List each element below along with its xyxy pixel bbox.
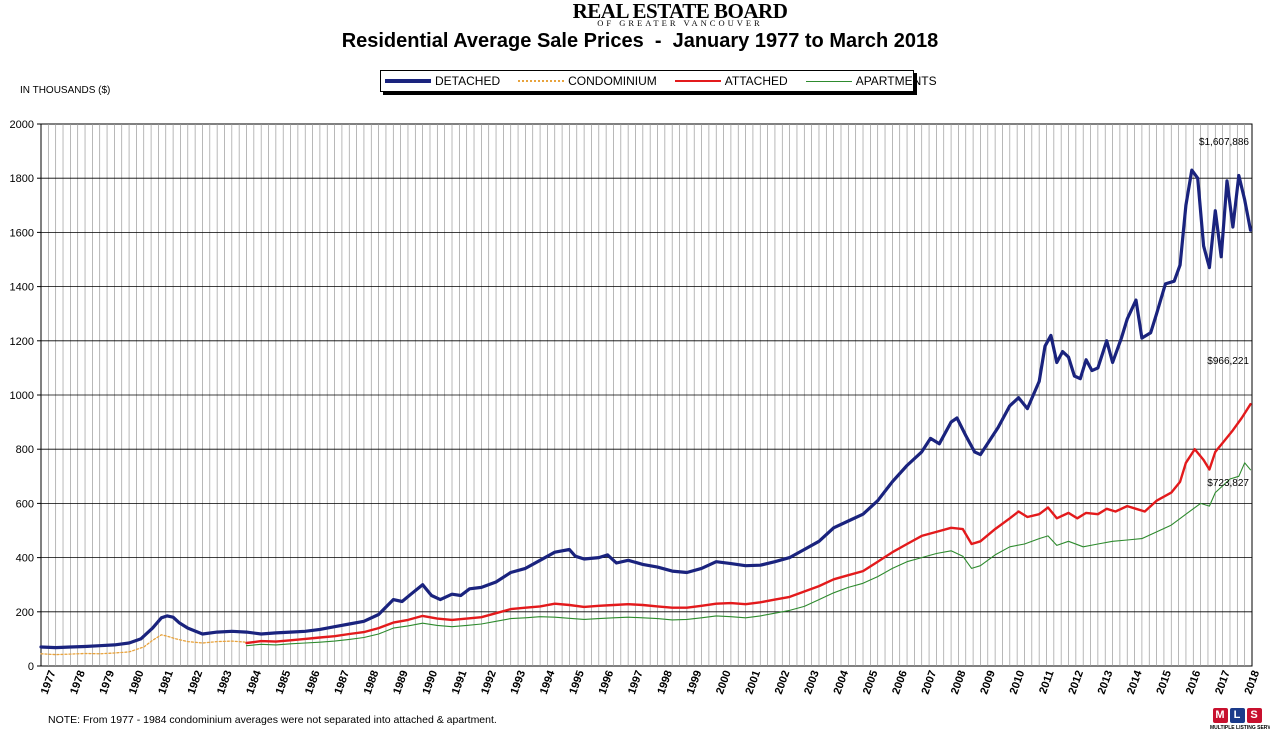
x-tick-label: 2012 xyxy=(1066,669,1086,696)
x-tick-label: 2010 xyxy=(1008,669,1028,696)
brand-logo: REAL ESTATE BOARD OF GREATER VANCOUVER xyxy=(560,0,800,28)
x-tick-label: 1988 xyxy=(362,669,382,696)
y-tick-label: 800 xyxy=(16,444,34,456)
series-line-detached xyxy=(39,168,1253,650)
x-tick-label: 2002 xyxy=(773,669,793,696)
legend-swatch-condominium xyxy=(518,80,565,82)
brand-name: REAL ESTATE BOARD xyxy=(572,0,788,23)
brand-subtitle: OF GREATER VANCOUVER xyxy=(597,18,763,28)
x-tick-label: 2000 xyxy=(714,669,734,696)
legend-swatch-attached xyxy=(674,80,721,82)
x-tick-label: 1996 xyxy=(597,669,617,696)
x-tick-label: 1980 xyxy=(127,669,147,696)
x-tick-label: 1984 xyxy=(244,668,264,696)
y-tick-label: 1200 xyxy=(10,336,34,348)
legend-swatch-apartments xyxy=(805,80,852,82)
x-tick-label: 1992 xyxy=(479,669,499,696)
x-tick-label: 1995 xyxy=(567,669,587,696)
x-tick-label: 2009 xyxy=(978,669,998,696)
y-tick-label: 600 xyxy=(16,498,34,510)
x-tick-label: 2013 xyxy=(1096,669,1116,696)
x-tick-label: 1990 xyxy=(420,669,440,696)
mls-letter-m: M xyxy=(1212,708,1228,723)
y-tick-label: 1000 xyxy=(10,390,34,402)
y-tick-label: 1400 xyxy=(10,282,34,294)
legend-item-condominium: CONDOMINIUM xyxy=(518,74,657,88)
chart-legend: DETACHED CONDOMINIUM ATTACHED APARTMENTS xyxy=(380,70,937,92)
x-tick-label: 1982 xyxy=(186,669,206,696)
legend-item-apartments: APARTMENTS xyxy=(805,74,937,88)
x-tick-label: 1987 xyxy=(332,669,352,696)
mls-logo-text: MULTIPLE LISTING SERVICE xyxy=(1210,725,1270,731)
mls-logo: M L S MULTIPLE LISTING SERVICE xyxy=(1210,708,1270,738)
x-tick-label: 2014 xyxy=(1125,668,1145,696)
value-annotation: $1,607,886 xyxy=(1199,137,1249,148)
x-tick-label: 2015 xyxy=(1154,669,1174,696)
x-tick-label: 2011 xyxy=(1037,669,1056,696)
y-tick-label: 200 xyxy=(16,607,34,619)
series-line-apartments xyxy=(245,462,1252,647)
legend-label-condominium: CONDOMINIUM xyxy=(568,74,657,88)
x-tick-label: 1978 xyxy=(68,669,88,696)
x-tick-label: 1977 xyxy=(39,669,59,696)
legend-label-apartments: APARTMENTS xyxy=(855,74,937,88)
x-tick-label: 2007 xyxy=(920,669,940,696)
x-tick-label: 2001 xyxy=(743,669,763,696)
x-tick-label: 1994 xyxy=(538,668,558,696)
chart-title: Residential Average Sale Prices - Januar… xyxy=(341,30,939,52)
legend-label-attached: ATTACHED xyxy=(724,74,788,88)
x-tick-label: 1998 xyxy=(655,669,675,696)
x-tick-label: 1993 xyxy=(509,669,529,696)
footnote: NOTE: From 1977 - 1984 condominium avera… xyxy=(48,714,497,726)
y-tick-label: 400 xyxy=(16,553,34,565)
x-tick-label: 2005 xyxy=(861,669,881,696)
legend-swatch-detached xyxy=(385,79,431,83)
x-tick-label: 1999 xyxy=(685,669,705,696)
mls-letter-l: L xyxy=(1229,708,1245,723)
y-tick-label: 2000 xyxy=(10,119,34,131)
y-tick-label: 1600 xyxy=(10,227,34,239)
x-tick-label: 1997 xyxy=(626,669,646,696)
x-tick-label: 1991 xyxy=(450,669,470,696)
y-tick-label: 1800 xyxy=(10,173,34,185)
x-tick-label: 2017 xyxy=(1213,669,1233,696)
legend-item-attached: ATTACHED xyxy=(674,74,788,88)
x-tick-label: 1983 xyxy=(215,669,235,696)
series-line-attached xyxy=(245,403,1252,645)
x-tick-label: 2016 xyxy=(1184,669,1204,696)
value-annotation: $966,221 xyxy=(1207,356,1249,367)
x-tick-label: 1979 xyxy=(98,669,118,696)
x-tick-label: 2004 xyxy=(832,668,852,696)
x-tick-label: 1986 xyxy=(303,669,323,696)
series-line-condominium xyxy=(40,634,248,656)
x-tick-label: 2003 xyxy=(802,669,822,696)
y-tick-label: 0 xyxy=(28,661,34,673)
legend-item-detached: DETACHED xyxy=(385,74,500,88)
x-tick-label: 2018 xyxy=(1243,669,1263,696)
mls-letter-s: S xyxy=(1246,708,1262,723)
x-tick-label: 1985 xyxy=(274,669,294,696)
y-axis-units-label: IN THOUSANDS ($) xyxy=(20,85,111,96)
legend-label-detached: DETACHED xyxy=(435,74,501,88)
value-annotation: $723,827 xyxy=(1207,478,1249,489)
x-tick-label: 2008 xyxy=(949,669,969,696)
x-tick-label: 1981 xyxy=(156,669,176,696)
x-tick-label: 1989 xyxy=(391,669,411,696)
x-tick-label: 2006 xyxy=(890,669,910,696)
